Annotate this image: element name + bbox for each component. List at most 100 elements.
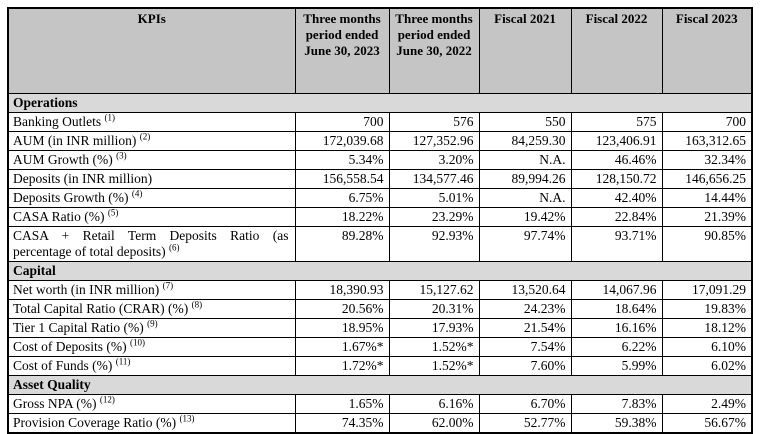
table-row: Banking Outlets (1) 700 576 550 575 700 bbox=[7, 112, 753, 132]
kpi-label: Tier 1 Capital Ratio (%) (9) bbox=[7, 318, 296, 338]
value-cell: 21.54% bbox=[478, 318, 572, 338]
value-cell: 16.16% bbox=[570, 318, 663, 338]
kpi-label: Deposits Growth (%) (4) bbox=[7, 188, 296, 208]
value-cell: 14,067.96 bbox=[570, 280, 663, 300]
value-cell: 13,520.64 bbox=[478, 280, 572, 300]
value-cell: 90.85% bbox=[661, 226, 753, 262]
value-cell: 20.56% bbox=[294, 299, 390, 319]
header-row: KPIs Three months period ended June 30, … bbox=[7, 7, 753, 94]
value-cell: 156,558.54 bbox=[294, 169, 390, 189]
kpi-table: KPIs Three months period ended June 30, … bbox=[7, 7, 753, 434]
footnote-ref: (8) bbox=[191, 299, 203, 310]
section-row: Capital bbox=[7, 261, 753, 281]
value-cell: 46.46% bbox=[570, 150, 663, 170]
value-cell: 172,039.68 bbox=[294, 131, 390, 151]
value-cell: 97.74% bbox=[478, 226, 572, 262]
table-row: Deposits (in INR million) 156,558.54 134,5… bbox=[7, 169, 753, 189]
value-cell: 1.67%* bbox=[294, 337, 390, 357]
section-label: Capital bbox=[7, 261, 753, 281]
kpi-label: Provision Coverage Ratio (%) (13) bbox=[7, 413, 296, 434]
value-cell: 14.44% bbox=[661, 188, 753, 208]
value-cell: 576 bbox=[388, 112, 480, 132]
kpi-label: CASA Ratio (%) (5) bbox=[7, 207, 296, 227]
value-cell: 18.12% bbox=[661, 318, 753, 338]
value-cell: 59.38% bbox=[570, 413, 663, 434]
value-cell: N.A. bbox=[478, 150, 572, 170]
table-row: Tier 1 Capital Ratio (%) (9) 18.95% 17.93%… bbox=[7, 318, 753, 338]
footnote-ref: (4) bbox=[131, 188, 143, 199]
value-cell: 6.02% bbox=[661, 356, 753, 376]
footnote-ref: (1) bbox=[104, 112, 116, 123]
value-cell: 550 bbox=[478, 112, 572, 132]
section-row: Asset Quality bbox=[7, 375, 753, 395]
value-cell: 5.99% bbox=[570, 356, 663, 376]
value-cell: 7.60% bbox=[478, 356, 572, 376]
table-row: Provision Coverage Ratio (%) (13) 74.35% 6… bbox=[7, 413, 753, 434]
value-cell: 2.49% bbox=[661, 394, 753, 414]
value-cell: 5.01% bbox=[388, 188, 480, 208]
table-row: Gross NPA (%) (12) 1.65% 6.16% 6.70% 7.83% 2.… bbox=[7, 394, 753, 414]
value-cell: 7.54% bbox=[478, 337, 572, 357]
footnote-ref: (11) bbox=[115, 356, 131, 367]
value-cell: 6.75% bbox=[294, 188, 390, 208]
value-cell: 575 bbox=[570, 112, 663, 132]
kpi-label: Total Capital Ratio (CRAR) (%) (8) bbox=[7, 299, 296, 319]
column-header-q1-2022: Three months period ended June 30, 2022 bbox=[388, 7, 480, 94]
value-cell: 1.52%* bbox=[388, 356, 480, 376]
value-cell: 15,127.62 bbox=[388, 280, 480, 300]
value-cell: 20.31% bbox=[388, 299, 480, 319]
value-cell: 6.22% bbox=[570, 337, 663, 357]
table-body: Operations Banking Outlets (1) 700 576 550 57… bbox=[7, 93, 753, 434]
value-cell: 700 bbox=[294, 112, 390, 132]
value-cell: 18.95% bbox=[294, 318, 390, 338]
value-cell: 84,259.30 bbox=[478, 131, 572, 151]
table-row: AUM (in INR million) (2) 172,039.68 127,35… bbox=[7, 131, 753, 151]
value-cell: 700 bbox=[661, 112, 753, 132]
footnote-ref: (13) bbox=[179, 413, 195, 424]
value-cell: 18.22% bbox=[294, 207, 390, 227]
kpi-label: AUM (in INR million) (2) bbox=[7, 131, 296, 151]
value-cell: 17,091.29 bbox=[661, 280, 753, 300]
column-header-q1-2023: Three months period ended June 30, 2023 bbox=[294, 7, 390, 94]
table-row: AUM Growth (%) (3) 5.34% 3.20% N.A. 46.46% 32… bbox=[7, 150, 753, 170]
table-row: Total Capital Ratio (CRAR) (%) (8) 20.56%… bbox=[7, 299, 753, 319]
value-cell: 6.16% bbox=[388, 394, 480, 414]
column-header-fiscal-2023: Fiscal 2023 bbox=[661, 7, 753, 94]
value-cell: 1.72%* bbox=[294, 356, 390, 376]
column-header-fiscal-2022: Fiscal 2022 bbox=[570, 7, 663, 94]
value-cell: 89.28% bbox=[294, 226, 390, 262]
kpi-label: CASA + Retail Term Deposits Ratio (as pe… bbox=[7, 226, 296, 262]
value-cell: 92.93% bbox=[388, 226, 480, 262]
value-cell: 42.40% bbox=[570, 188, 663, 208]
footnote-ref: (12) bbox=[99, 394, 115, 405]
value-cell: N.A. bbox=[478, 188, 572, 208]
value-cell: 32.34% bbox=[661, 150, 753, 170]
value-cell: 56.67% bbox=[661, 413, 753, 434]
value-cell: 22.84% bbox=[570, 207, 663, 227]
value-cell: 62.00% bbox=[388, 413, 480, 434]
value-cell: 1.65% bbox=[294, 394, 390, 414]
value-cell: 17.93% bbox=[388, 318, 480, 338]
footnote-ref: (5) bbox=[107, 207, 119, 218]
value-cell: 123,406.91 bbox=[570, 131, 663, 151]
footnote-ref: (10) bbox=[130, 337, 145, 348]
footnote-ref: (7) bbox=[162, 280, 174, 291]
value-cell: 146,656.25 bbox=[661, 169, 753, 189]
value-cell: 6.10% bbox=[661, 337, 753, 357]
value-cell: 7.83% bbox=[570, 394, 663, 414]
kpi-label: AUM Growth (%) (3) bbox=[7, 150, 296, 170]
kpi-label: Deposits (in INR million) bbox=[7, 169, 296, 189]
value-cell: 74.35% bbox=[294, 413, 390, 434]
value-cell: 23.29% bbox=[388, 207, 480, 227]
value-cell: 21.39% bbox=[661, 207, 753, 227]
value-cell: 1.52%* bbox=[388, 337, 480, 357]
table-row: Deposits Growth (%) (4) 6.75% 5.01% N.A. 42.… bbox=[7, 188, 753, 208]
value-cell: 19.83% bbox=[661, 299, 753, 319]
value-cell: 163,312.65 bbox=[661, 131, 753, 151]
value-cell: 6.70% bbox=[478, 394, 572, 414]
section-row: Operations bbox=[7, 93, 753, 113]
table-row: Net worth (in INR million) (7) 18,390.93 1… bbox=[7, 280, 753, 300]
value-cell: 128,150.72 bbox=[570, 169, 663, 189]
table-row: CASA Ratio (%) (5) 18.22% 23.29% 19.42% 22.8… bbox=[7, 207, 753, 227]
kpi-label: Gross NPA (%) (12) bbox=[7, 394, 296, 414]
